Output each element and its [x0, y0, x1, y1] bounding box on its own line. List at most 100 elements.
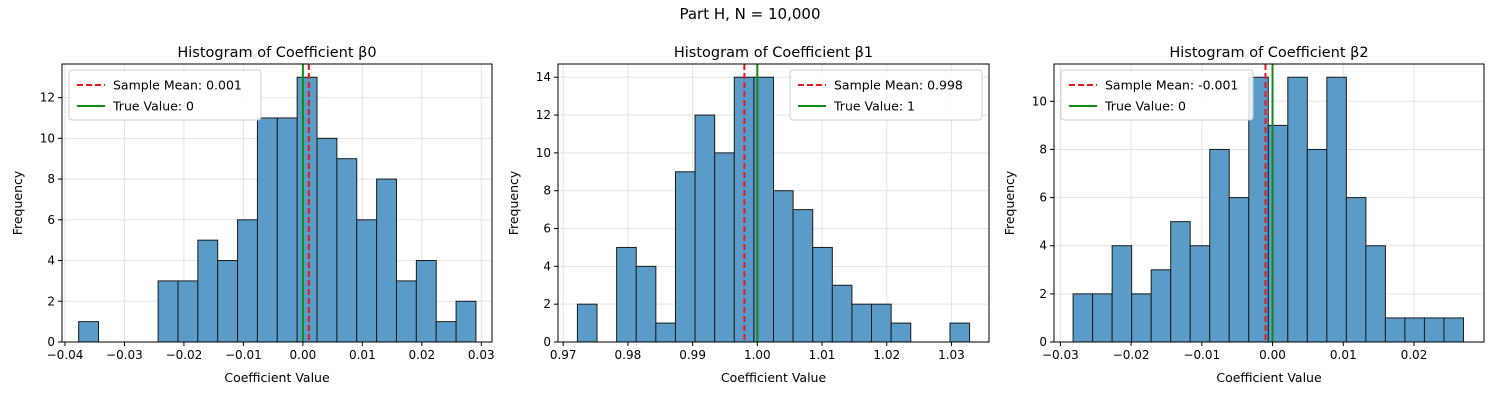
histogram-bar — [217, 260, 239, 343]
y-tick-label: 12 — [40, 91, 55, 105]
y-tick-label: 8 — [47, 172, 55, 186]
x-tick-label: 1.02 — [873, 348, 900, 362]
x-tick-label: 0.00 — [290, 348, 317, 362]
axes-frame — [557, 63, 990, 343]
x-tick-label: 0.02 — [1401, 348, 1428, 362]
x-tick-label: −0.03 — [106, 348, 143, 362]
x-tick-label: 0.98 — [615, 348, 642, 362]
histogram-bar — [576, 303, 598, 343]
histogram-bar — [655, 322, 676, 343]
legend: Sample Mean: 0.001 True Value: 0 — [68, 69, 262, 121]
figure-suptitle: Part H, N = 10,000 — [679, 5, 821, 23]
histogram-bar — [296, 76, 318, 343]
x-tick-label: −0.03 — [1042, 348, 1079, 362]
x-tick-label: 0.99 — [679, 348, 706, 362]
histogram-bar — [1072, 293, 1094, 343]
histogram-bar — [1404, 317, 1425, 343]
histogram-bar — [1365, 245, 1386, 343]
histogram-bar — [1384, 317, 1406, 343]
histogram-bar — [1326, 76, 1347, 343]
panel-beta0: Histogram of Coefficient β0 −0.04 −0.03 −0.… — [10, 45, 495, 385]
histogram-bar — [157, 280, 179, 343]
x-tick-label: 0.97 — [550, 348, 577, 362]
histogram-bar — [276, 117, 298, 343]
x-tick-label: −0.04 — [47, 348, 84, 362]
histogram-bar — [949, 322, 971, 343]
histogram-bar — [376, 178, 397, 343]
legend-true-label: True Value: 1 — [833, 99, 915, 114]
y-tick-label: 14 — [536, 70, 551, 84]
histogram-bar — [1287, 76, 1308, 343]
y-tick-label: 8 — [1039, 142, 1047, 156]
y-tick-label: 10 — [536, 146, 551, 160]
histogram-bar — [871, 303, 892, 343]
y-axis-label: Frequency — [10, 170, 25, 235]
x-tick-label: 1.00 — [744, 348, 771, 362]
y-tick-label: 6 — [47, 213, 55, 227]
histogram-bar — [831, 284, 853, 343]
y-tick-label: 10 — [40, 131, 55, 145]
histogram-bar — [851, 303, 873, 343]
histogram-bar — [1228, 197, 1250, 343]
chart-title: Histogram of Coefficient β1 — [674, 45, 873, 61]
x-tick-label: −0.02 — [166, 348, 203, 362]
x-tick-label: −0.01 — [1183, 348, 1220, 362]
y-tick-label: 0 — [47, 335, 55, 349]
histogram-bar — [1267, 124, 1289, 343]
histogram-bar — [635, 265, 657, 343]
histogram-bar — [435, 321, 457, 343]
panel-beta1: Histogram of Coefficient β1 0.97 0.98 0.99 1… — [506, 45, 990, 385]
x-tick-label: 1.03 — [938, 348, 965, 362]
histogram-bar — [395, 280, 417, 343]
histogram-bar — [1345, 197, 1367, 343]
legend: Sample Mean: 0.998 True Value: 1 — [789, 69, 983, 121]
legend: Sample Mean: -0.001 True Value: 0 — [1060, 69, 1254, 121]
histogram-bar — [256, 117, 278, 343]
x-axis-label: Coefficient Value — [721, 370, 827, 385]
legend-frame — [789, 69, 983, 121]
histogram-bar — [316, 137, 338, 343]
y-tick-label: 0 — [543, 335, 551, 349]
histogram-bar — [415, 260, 437, 343]
histogram-bar — [455, 300, 477, 343]
histogram-bar — [237, 219, 258, 343]
histogram-bar — [1111, 245, 1133, 343]
legend-mean-label: Sample Mean: 0.998 — [834, 78, 963, 93]
x-tick-label: 0.01 — [1330, 348, 1357, 362]
histogram-bar — [177, 280, 199, 343]
chart-title: Histogram of Coefficient β0 — [177, 45, 376, 61]
histogram-bar — [890, 322, 912, 343]
histogram-bar — [616, 246, 637, 343]
y-tick-label: 4 — [543, 259, 551, 273]
histogram-bar — [1423, 317, 1445, 343]
histogram-bar — [773, 190, 794, 343]
x-tick-label: 1.01 — [809, 348, 836, 362]
histogram-bar — [812, 246, 833, 343]
axes-frame — [61, 63, 493, 343]
y-tick-label: 4 — [1039, 239, 1047, 253]
x-tick-label: 0.02 — [408, 348, 435, 362]
histogram-bar — [356, 219, 378, 343]
y-tick-label: 4 — [47, 254, 55, 268]
panel-beta2: Histogram of Coefficient β2 −0.03 −0.02 −0.… — [1002, 45, 1485, 385]
histogram-bar — [1209, 148, 1230, 343]
legend-frame — [68, 69, 262, 121]
y-tick-label: 2 — [47, 294, 55, 308]
y-tick-label: 2 — [543, 297, 551, 311]
histogram-bar — [674, 171, 696, 343]
histogram-bar — [197, 239, 219, 343]
legend-true-label: True Value: 0 — [1104, 99, 1186, 114]
x-tick-label: 0.03 — [468, 348, 495, 362]
y-tick-label: 6 — [1039, 191, 1047, 205]
y-axis-label: Frequency — [506, 170, 521, 235]
histogram-bar — [78, 321, 100, 343]
histogram-bar — [1189, 245, 1211, 343]
histogram-bar — [1131, 293, 1152, 343]
x-tick-label: −0.01 — [225, 348, 262, 362]
y-tick-label: 2 — [1039, 287, 1047, 301]
legend-mean-label: Sample Mean: 0.001 — [113, 78, 242, 93]
x-axis-label: Coefficient Value — [224, 370, 330, 385]
y-tick-label: 6 — [543, 222, 551, 236]
y-tick-label: 12 — [536, 108, 551, 122]
